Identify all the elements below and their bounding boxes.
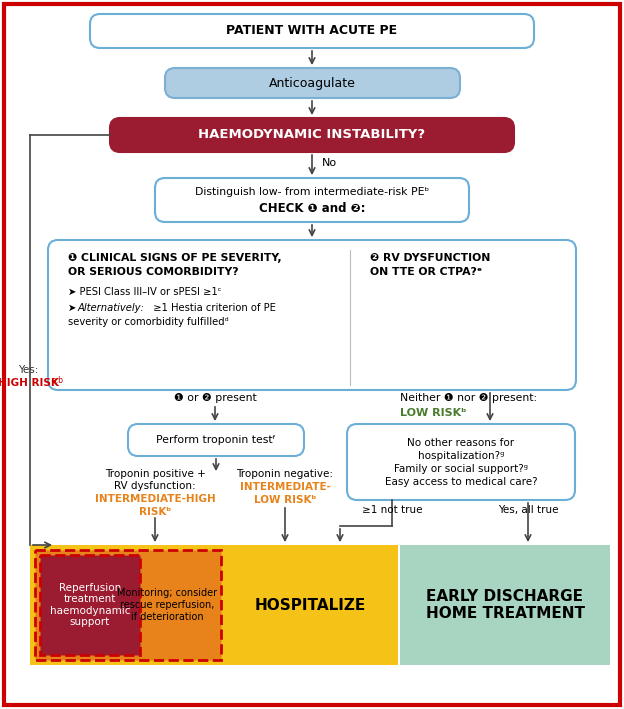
Text: HAEMODYNAMIC INSTABILITY?: HAEMODYNAMIC INSTABILITY?: [198, 128, 426, 142]
FancyBboxPatch shape: [110, 118, 514, 152]
Text: RISKᵇ: RISKᵇ: [139, 507, 171, 517]
Text: RV dysfunction:: RV dysfunction:: [114, 481, 196, 491]
Text: CHECK ❶ and ❷:: CHECK ❶ and ❷:: [259, 201, 365, 215]
FancyBboxPatch shape: [347, 424, 575, 500]
Text: a,b: a,b: [52, 376, 64, 385]
Text: Neither ❶ nor ❷ present:: Neither ❶ nor ❷ present:: [400, 393, 537, 403]
Text: Family or social support?ᵍ: Family or social support?ᵍ: [394, 464, 528, 474]
Text: Alternatively:: Alternatively:: [78, 303, 145, 313]
Text: Anticoagulate: Anticoagulate: [268, 77, 356, 89]
Text: EARLY DISCHARGE
HOME TREATMENT: EARLY DISCHARGE HOME TREATMENT: [426, 588, 585, 621]
FancyBboxPatch shape: [40, 555, 140, 655]
Text: Reperfusion
treatment
haemodynamic
support: Reperfusion treatment haemodynamic suppo…: [50, 583, 130, 627]
FancyBboxPatch shape: [155, 178, 469, 222]
Text: ON TTE OR CTPA?ᵉ: ON TTE OR CTPA?ᵉ: [370, 267, 482, 277]
Text: Yes, all true: Yes, all true: [498, 505, 558, 515]
Text: hospitalization?ᵍ: hospitalization?ᵍ: [418, 451, 504, 461]
Text: Troponin positive +: Troponin positive +: [105, 469, 205, 479]
Text: ≥1 not true: ≥1 not true: [362, 505, 422, 515]
Text: Troponin negative:: Troponin negative:: [236, 469, 333, 479]
FancyBboxPatch shape: [30, 545, 398, 665]
Text: ❶ or ❷ present: ❶ or ❷ present: [173, 393, 256, 403]
Text: HIGH RISK: HIGH RISK: [0, 378, 59, 388]
Text: LOW RISKᵇ: LOW RISKᵇ: [400, 408, 467, 418]
Text: HOSPITALIZE: HOSPITALIZE: [255, 598, 366, 613]
Text: ➤: ➤: [68, 303, 79, 313]
FancyBboxPatch shape: [48, 240, 576, 390]
Text: Distinguish low- from intermediate-risk PEᵇ: Distinguish low- from intermediate-risk …: [195, 187, 429, 197]
Text: OR SERIOUS COMORBIDITY?: OR SERIOUS COMORBIDITY?: [68, 267, 238, 277]
Text: ➤ PESI Class III–IV or sPESI ≥1ᶜ: ➤ PESI Class III–IV or sPESI ≥1ᶜ: [68, 287, 222, 297]
Text: Easy access to medical care?: Easy access to medical care?: [384, 477, 537, 487]
FancyBboxPatch shape: [90, 14, 534, 48]
Text: INTERMEDIATE-: INTERMEDIATE-: [240, 482, 331, 492]
Text: ❷ RV DYSFUNCTION: ❷ RV DYSFUNCTION: [370, 253, 490, 263]
Text: ≥1 Hestia criterion of PE: ≥1 Hestia criterion of PE: [150, 303, 276, 313]
FancyBboxPatch shape: [128, 424, 304, 456]
Text: ❶ CLINICAL SIGNS OF PE SEVERITY,: ❶ CLINICAL SIGNS OF PE SEVERITY,: [68, 253, 281, 263]
Text: No other reasons for: No other reasons for: [407, 438, 515, 448]
Text: INTERMEDIATE-HIGH: INTERMEDIATE-HIGH: [95, 494, 215, 504]
FancyBboxPatch shape: [35, 550, 221, 660]
FancyBboxPatch shape: [165, 68, 460, 98]
Text: No: No: [322, 158, 337, 168]
Text: Perform troponin testᶠ: Perform troponin testᶠ: [156, 435, 276, 445]
Text: severity or comorbidity fulfilledᵈ: severity or comorbidity fulfilledᵈ: [68, 317, 229, 327]
Text: LOW RISKᵇ: LOW RISKᵇ: [254, 495, 316, 505]
FancyBboxPatch shape: [400, 545, 610, 665]
Text: Monitoring; consider
rescue reperfusion,
if deterioration: Monitoring; consider rescue reperfusion,…: [117, 588, 217, 622]
Text: Yes:: Yes:: [18, 365, 38, 375]
Text: PATIENT WITH ACUTE PE: PATIENT WITH ACUTE PE: [227, 25, 397, 38]
